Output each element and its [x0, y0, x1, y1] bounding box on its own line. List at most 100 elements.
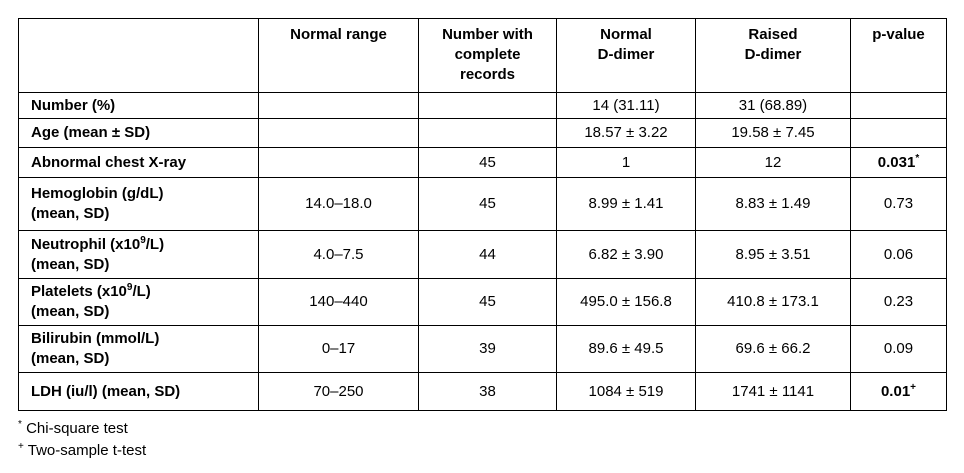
cell [258, 118, 419, 148]
cell: 89.6 ± 49.5 [556, 325, 696, 373]
cell: 14 (31.11) [556, 92, 696, 119]
cell: 44 [418, 230, 557, 279]
text: Platelets (x109/L) [31, 282, 248, 302]
cell: 8.83 ± 1.49 [695, 177, 851, 231]
footnote: * Chi-square test [18, 418, 146, 440]
text: 12 [764, 153, 782, 171]
header-cell: Raised D-dimer [695, 18, 851, 93]
cell: 140–440 [258, 278, 419, 326]
cell [258, 92, 419, 119]
cell: 70–250 [258, 372, 419, 411]
text: 6.82 ± 3.90 [588, 245, 664, 263]
cell [418, 118, 557, 148]
cell [418, 92, 557, 119]
text: Platelets (x10 [31, 283, 127, 300]
text: 0.01 [880, 382, 911, 400]
cell: 0.01+ [850, 372, 947, 411]
superscript: * [18, 419, 22, 430]
text: complete [454, 46, 521, 63]
table-row: Platelets (x109/L) (mean, SD) 140–440 45 495… [18, 278, 947, 326]
row-label: Abnormal chest X-ray [18, 147, 259, 178]
cell: 0.06 [850, 230, 947, 279]
cell: 6.82 ± 3.90 [556, 230, 696, 279]
text: 140–440 [309, 293, 368, 310]
cell: 0.23 [850, 278, 947, 326]
text: 69.6 ± 66.2 [735, 340, 811, 357]
header-cell: Normal range [258, 18, 419, 93]
text: 1741 ± 1141 [731, 382, 815, 400]
cell: 45 [418, 147, 557, 178]
table-row: Hemoglobin (g/dL) (mean, SD) 14.0–18.0 45 8.… [18, 177, 947, 231]
text: 0.01+ [880, 382, 916, 400]
text: Number (%) [31, 96, 116, 114]
text: 0.06 [883, 245, 914, 263]
text: 0–17 [321, 340, 356, 357]
text: LDH (iu/l) (mean, SD) [31, 382, 181, 400]
cell: 39 [418, 325, 557, 373]
text: Abnormal chest X-ray [31, 153, 187, 171]
text: 0.09 [883, 340, 914, 357]
superscript: + [18, 441, 24, 452]
table-row: Bilirubin (mmol/L) (mean, SD) 0–17 39 89.6 ±… [18, 325, 947, 373]
text: Neutrophil (x10 [31, 235, 141, 253]
text: Chi-square test [26, 420, 128, 437]
text: 495.0 ± 156.8 [580, 293, 672, 310]
superscript: * [915, 152, 920, 164]
cell: 1 [556, 147, 696, 178]
cell: 0.031* [850, 147, 947, 178]
text: 8.95 ± 3.51 [735, 245, 811, 263]
text: 8.83 ± 1.49 [735, 195, 811, 212]
text: (mean, SD) [31, 255, 110, 273]
text: /L) [132, 283, 151, 300]
text: (mean, SD) [31, 205, 110, 222]
superscript: 9 [126, 282, 133, 293]
cell: 0.09 [850, 325, 947, 373]
table-row: Age (mean ± SD) 18.57 ± 3.22 19.58 ± 7.45 [18, 118, 947, 148]
cell: 495.0 ± 156.8 [556, 278, 696, 326]
text: records [459, 66, 516, 83]
text: 18.57 ± 3.22 [584, 124, 668, 141]
cell: 31 (68.89) [695, 92, 851, 119]
row-label: Age (mean ± SD) [18, 118, 259, 148]
cell [850, 92, 947, 119]
text: 1 [621, 153, 631, 171]
header-cell: Number with complete records [418, 18, 557, 93]
row-label: Neutrophil (x109/L) (mean, SD) [18, 230, 259, 279]
row-label: LDH (iu/l) (mean, SD) [18, 372, 259, 411]
cell: 4.0–7.5 [258, 230, 419, 279]
header-cell: Normal D-dimer [556, 18, 696, 93]
table-row: Abnormal chest X-ray 45 1 12 0.031* [18, 147, 947, 178]
text: 0.031* [878, 152, 920, 171]
cell: 12 [695, 147, 851, 178]
table-body: Number (%) 14 (31.11) 31 (68.89) Age (mean … [18, 92, 947, 411]
cell: 410.8 ± 173.1 [695, 278, 851, 326]
row-label: Platelets (x109/L) (mean, SD) [18, 278, 259, 326]
text: Age (mean ± SD) [31, 124, 151, 141]
cell: 18.57 ± 3.22 [556, 118, 696, 148]
header-cell: p-value [850, 18, 947, 93]
header-row: Normal range Number with complete records No… [18, 18, 947, 93]
row-label: Hemoglobin (g/dL) (mean, SD) [18, 177, 259, 231]
text: 410.8 ± 173.1 [727, 293, 819, 310]
text: 19.58 ± 7.45 [731, 124, 815, 141]
text: p-value [872, 26, 925, 43]
text: 39 [479, 340, 496, 357]
cell: 69.6 ± 66.2 [695, 325, 851, 373]
text: (mean, SD) [31, 350, 110, 367]
text: 14.0–18.0 [305, 195, 372, 212]
superscript: 9 [140, 234, 146, 246]
cell: 8.99 ± 1.41 [556, 177, 696, 231]
data-table: Normal range Number with complete records No… [18, 18, 947, 411]
text: D-dimer [597, 46, 655, 63]
text: /L) [145, 235, 165, 253]
row-label: Number (%) [18, 92, 259, 119]
text: Raised [748, 26, 798, 43]
text: 0.73 [883, 195, 914, 212]
text: 45 [479, 153, 496, 171]
text: 0.23 [883, 293, 914, 310]
text: (mean, SD) [31, 303, 110, 320]
text: Two-sample t-test [27, 442, 147, 459]
text: Number with [442, 26, 533, 43]
text: 1084 ± 519 [588, 382, 664, 400]
